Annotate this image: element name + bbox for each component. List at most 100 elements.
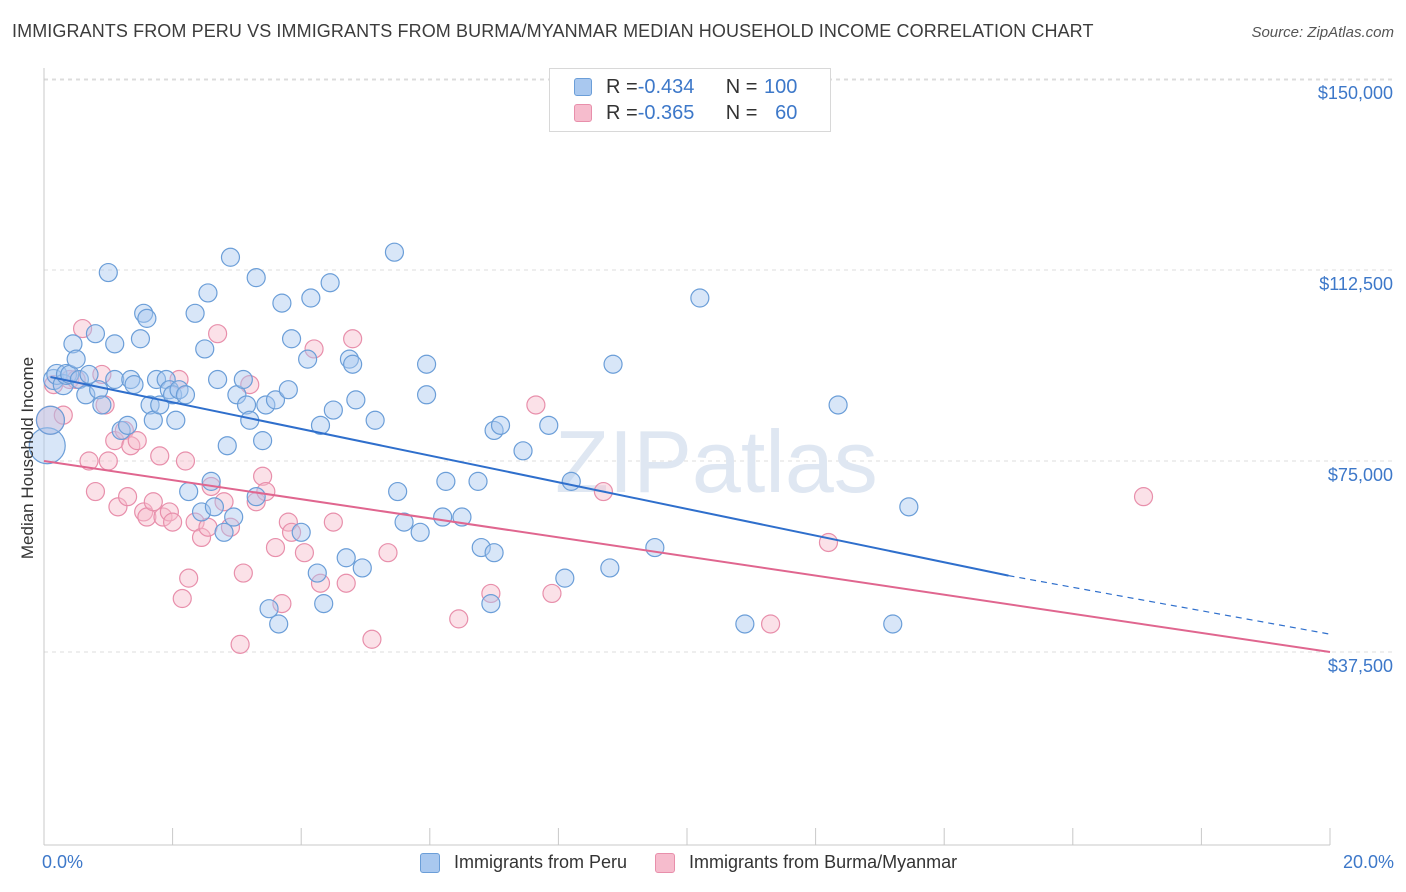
peru-point-78 bbox=[410, 522, 430, 542]
peru-point-86 bbox=[481, 594, 501, 614]
y-tick-label-2: $112,500 bbox=[1319, 274, 1393, 294]
burma-point-58 bbox=[760, 614, 781, 634]
burma-point-41 bbox=[265, 537, 286, 558]
peru-points bbox=[28, 242, 919, 634]
peru-point-42 bbox=[208, 369, 228, 390]
peru-point-82 bbox=[436, 471, 456, 491]
peru-swatch bbox=[574, 78, 592, 96]
peru-point-15 bbox=[98, 262, 118, 283]
chart-source: Source: ZipAtlas.com bbox=[1251, 24, 1394, 41]
legend-label-burma: Immigrants from Burma/Myanmar bbox=[689, 852, 958, 872]
peru-point-35 bbox=[179, 481, 199, 502]
peru-point-17 bbox=[105, 369, 125, 390]
correlation-legend: R = -0.434 N = 100 R = -0.365 N = 60 bbox=[549, 68, 831, 132]
peru-point-37 bbox=[191, 502, 212, 522]
burma-point-17 bbox=[134, 502, 154, 522]
peru-point-49 bbox=[236, 395, 257, 415]
watermark: ZIPatlas bbox=[555, 412, 878, 511]
peru-point-11 bbox=[79, 364, 99, 385]
burma-point-26 bbox=[175, 451, 196, 471]
peru-point-38 bbox=[195, 339, 215, 359]
peru-point-7 bbox=[63, 334, 83, 354]
peru-point-61 bbox=[291, 522, 311, 542]
peru-point-58 bbox=[272, 293, 292, 313]
burma-swatch bbox=[574, 104, 592, 122]
peru-point-22 bbox=[130, 329, 151, 349]
peru-point-60 bbox=[281, 329, 302, 349]
peru-point-84 bbox=[468, 471, 488, 491]
burma-point-25 bbox=[172, 588, 192, 609]
peru-point-24 bbox=[137, 308, 157, 328]
y-tick-label-1: $75,000 bbox=[1328, 465, 1393, 485]
burma-point-35 bbox=[230, 634, 250, 654]
peru-point-91 bbox=[539, 415, 559, 435]
peru-point-66 bbox=[314, 594, 334, 614]
burma-point-6 bbox=[79, 451, 99, 471]
peru-point-76 bbox=[384, 242, 405, 262]
burma-point-14 bbox=[117, 487, 138, 507]
peru-point-34 bbox=[175, 385, 196, 405]
legend-label-peru: Immigrants from Peru bbox=[454, 852, 628, 872]
peru-point-99 bbox=[828, 395, 848, 415]
burma-point-19 bbox=[143, 492, 163, 512]
peru-point-55 bbox=[259, 599, 279, 619]
peru-point-36 bbox=[185, 303, 205, 323]
peru-point-98 bbox=[735, 614, 755, 634]
peru-point-16 bbox=[105, 334, 125, 354]
peru-point-44 bbox=[217, 436, 237, 456]
peru-point-52 bbox=[246, 487, 266, 507]
peru-point-70 bbox=[339, 349, 360, 369]
burma-point-44 bbox=[281, 522, 302, 542]
peru-point-32 bbox=[166, 410, 186, 430]
burma-point-40 bbox=[256, 481, 276, 502]
burma-point-45 bbox=[294, 543, 315, 563]
burma-point-36 bbox=[233, 563, 253, 583]
x-tick-label-max: 20.0% bbox=[1342, 852, 1394, 872]
peru-swatch bbox=[420, 852, 440, 873]
burma-point-5 bbox=[72, 318, 93, 339]
y-tick-label-0: $37,500 bbox=[1328, 656, 1393, 676]
peru-point-10 bbox=[76, 385, 96, 405]
y-tick-label-3: $150,000 bbox=[1318, 83, 1393, 103]
burma-point-21 bbox=[153, 507, 173, 527]
peru-point-53 bbox=[253, 431, 273, 451]
chart-title: IMMIGRANTS FROM PERU VS IMMIGRANTS FROM … bbox=[12, 21, 1094, 41]
peru-point-85 bbox=[471, 537, 491, 558]
peru-point-69 bbox=[336, 548, 356, 568]
r-value: -0.365 bbox=[637, 101, 695, 124]
peru-point-71 bbox=[343, 354, 363, 374]
peru-point-62 bbox=[298, 349, 318, 369]
legend-item-burma: Immigrants from Burma/Myanmar bbox=[655, 852, 957, 873]
peru-point-54 bbox=[256, 395, 276, 415]
burma-point-7 bbox=[85, 481, 106, 502]
burma-point-32 bbox=[208, 324, 228, 344]
peru-point-48 bbox=[233, 369, 253, 390]
peru-point-81 bbox=[433, 507, 453, 527]
burma-point-10 bbox=[98, 451, 118, 471]
peru-point-75 bbox=[388, 481, 408, 502]
burma-point-20 bbox=[150, 446, 170, 466]
peru-point-68 bbox=[323, 400, 343, 420]
peru-point-80 bbox=[416, 385, 437, 405]
peru-point-45 bbox=[220, 247, 241, 267]
burma-point-39 bbox=[253, 466, 273, 486]
peru-point-21 bbox=[124, 375, 144, 395]
peru-point-25 bbox=[140, 395, 160, 415]
y-axis-label: Median Household Income bbox=[18, 356, 37, 560]
burma-point-29 bbox=[191, 527, 212, 548]
peru-point-89 bbox=[490, 415, 511, 435]
peru-point-33 bbox=[169, 380, 189, 400]
burma-point-60 bbox=[1133, 487, 1154, 507]
r-label: R = bbox=[606, 101, 638, 124]
legend-row-burma: R = -0.365 N = 60 bbox=[574, 100, 797, 126]
n-label: N = bbox=[725, 75, 758, 98]
burma-point-12 bbox=[108, 497, 128, 517]
legend-item-peru: Immigrants from Peru bbox=[420, 852, 627, 873]
peru-point-72 bbox=[346, 390, 366, 410]
peru-point-20 bbox=[121, 369, 141, 390]
axes bbox=[43, 68, 1331, 846]
burma-point-15 bbox=[121, 436, 141, 456]
peru-point-27 bbox=[146, 369, 167, 390]
peru-point-96 bbox=[645, 537, 665, 558]
